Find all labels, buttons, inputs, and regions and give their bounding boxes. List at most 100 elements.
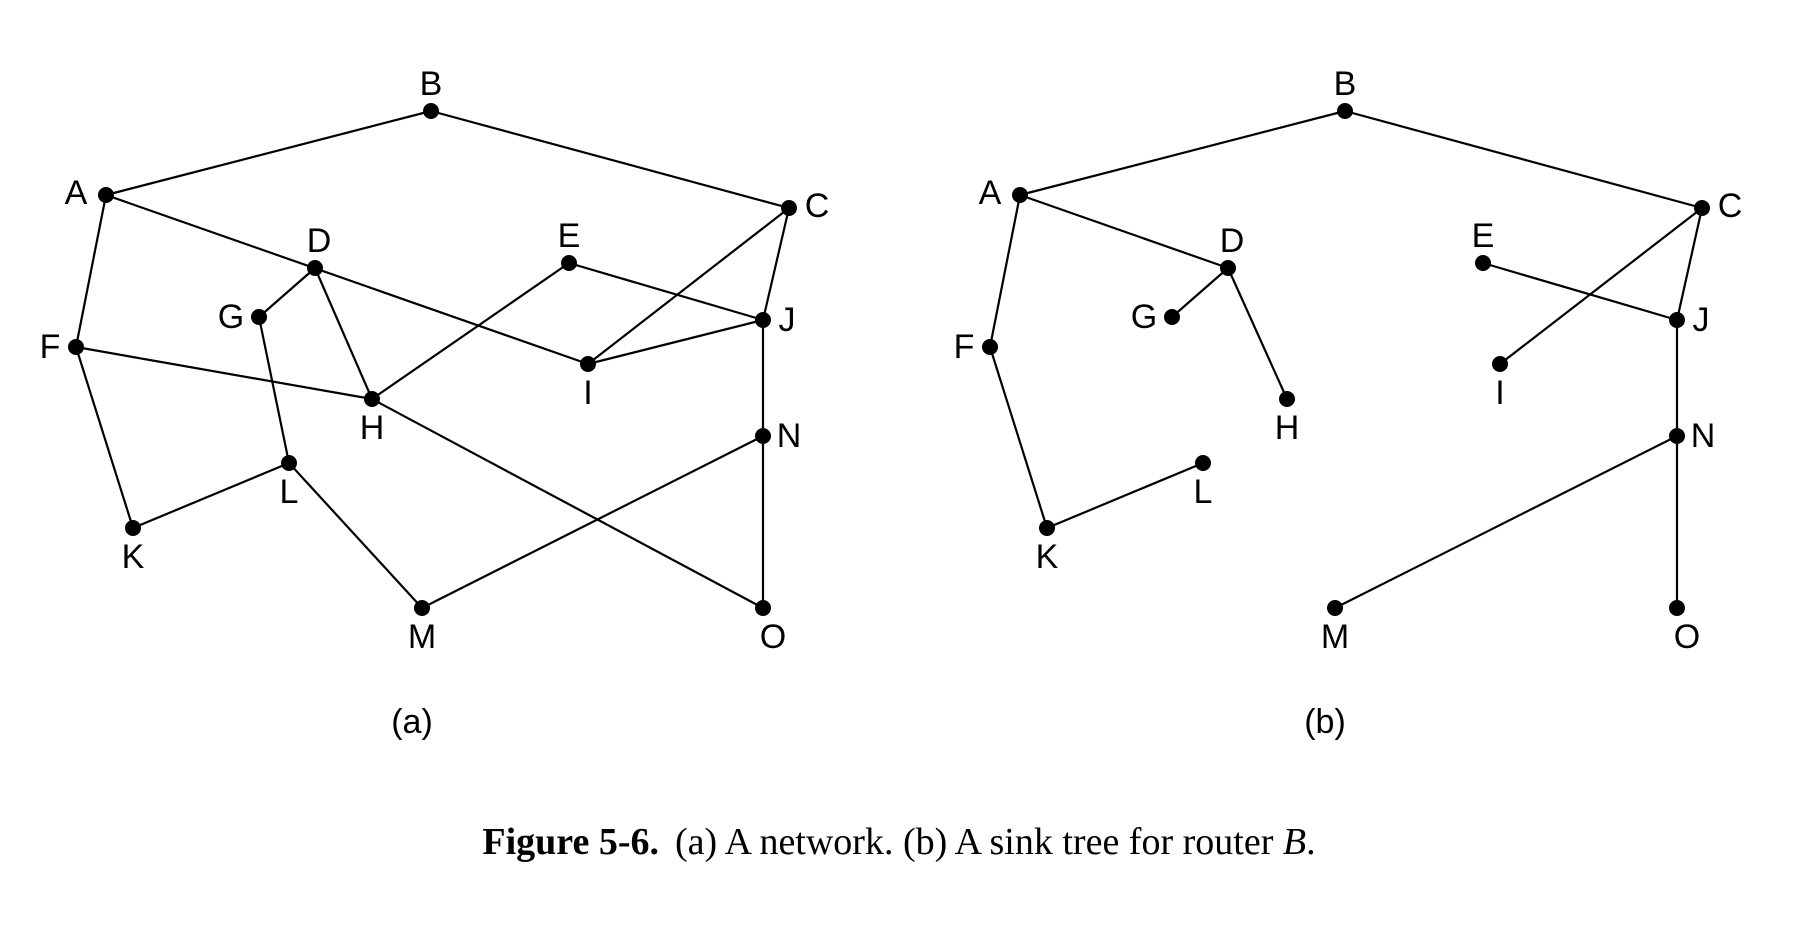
node-label-I: I bbox=[1495, 374, 1504, 412]
edge-K-L bbox=[1046, 461, 1204, 530]
node-label-E: E bbox=[1472, 217, 1495, 255]
panel-a-nodes: A B C D E F G H I J K L M N O bbox=[40, 65, 830, 656]
panel-a-label: (a) bbox=[391, 703, 433, 741]
edge-I-J bbox=[587, 318, 764, 366]
node-label-D: D bbox=[1220, 222, 1245, 260]
node-G bbox=[251, 309, 267, 325]
node-label-N: N bbox=[777, 417, 802, 455]
node-N bbox=[755, 428, 771, 444]
edge-F-K bbox=[988, 346, 1049, 529]
edge-B-C bbox=[430, 109, 790, 210]
node-label-A: A bbox=[65, 174, 88, 212]
edge-D-H bbox=[313, 267, 374, 400]
node-label-B: B bbox=[1334, 65, 1357, 103]
node-K bbox=[1039, 520, 1055, 536]
edge-F-K bbox=[74, 346, 135, 529]
node-L bbox=[1195, 455, 1211, 471]
edge-B-A bbox=[1019, 109, 1346, 197]
edge-E-J bbox=[1482, 261, 1678, 322]
edge-D-H bbox=[1226, 267, 1289, 400]
edge-H-E bbox=[371, 262, 570, 400]
node-D bbox=[307, 260, 323, 276]
edge-A-I bbox=[105, 193, 589, 366]
edge-G-D bbox=[258, 267, 316, 318]
node-label-D: D bbox=[307, 222, 332, 260]
node-F bbox=[68, 339, 84, 355]
node-label-L: L bbox=[280, 473, 299, 511]
node-label-K: K bbox=[122, 538, 145, 576]
panel-a-network: A B C D E F G H I J K L M N O (a) bbox=[40, 65, 830, 741]
node-C bbox=[781, 200, 797, 216]
node-label-L: L bbox=[1194, 473, 1213, 511]
node-A bbox=[98, 187, 114, 203]
edge-B-A bbox=[105, 109, 432, 197]
edge-H-O bbox=[371, 398, 764, 609]
node-label-C: C bbox=[1718, 187, 1743, 225]
caption-router-name: B bbox=[1282, 821, 1307, 863]
node-G bbox=[1164, 309, 1180, 325]
panel-a-edges bbox=[74, 109, 791, 609]
node-label-M: M bbox=[1321, 618, 1349, 656]
edge-C-J bbox=[1675, 207, 1704, 321]
edge-E-J bbox=[568, 261, 764, 322]
node-label-J: J bbox=[779, 301, 796, 339]
node-J bbox=[1669, 312, 1685, 328]
node-label-O: O bbox=[1674, 618, 1700, 656]
panel-b-sink-tree: A B C D E F G H I J K L M N O (b) bbox=[954, 65, 1743, 741]
node-I bbox=[580, 356, 596, 372]
node-label-I: I bbox=[583, 374, 592, 412]
node-N bbox=[1669, 428, 1685, 444]
edge-A-D bbox=[1019, 193, 1229, 270]
node-label-O: O bbox=[760, 618, 786, 656]
panel-b-edges bbox=[988, 109, 1704, 609]
node-label-C: C bbox=[805, 187, 830, 225]
node-M bbox=[414, 600, 430, 616]
node-F bbox=[982, 339, 998, 355]
node-H bbox=[1279, 391, 1295, 407]
edge-A-F bbox=[988, 194, 1022, 348]
node-K bbox=[125, 520, 141, 536]
node-O bbox=[1669, 600, 1685, 616]
node-label-F: F bbox=[954, 328, 975, 366]
edge-F-H bbox=[75, 345, 373, 401]
node-label-G: G bbox=[1131, 298, 1157, 336]
node-D bbox=[1220, 260, 1236, 276]
node-label-K: K bbox=[1036, 538, 1059, 576]
node-E bbox=[1475, 255, 1491, 271]
caption-end: . bbox=[1306, 821, 1316, 863]
node-O bbox=[755, 600, 771, 616]
node-B bbox=[423, 103, 439, 119]
node-label-G: G bbox=[218, 298, 244, 336]
node-label-M: M bbox=[408, 618, 436, 656]
node-label-B: B bbox=[420, 65, 443, 103]
edge-L-G bbox=[257, 316, 291, 464]
node-label-N: N bbox=[1691, 417, 1716, 455]
edge-C-J bbox=[761, 207, 791, 321]
node-E bbox=[561, 255, 577, 271]
edge-N-M bbox=[1334, 435, 1678, 609]
caption-figure-number: Figure 5-6. bbox=[482, 821, 660, 863]
node-C bbox=[1694, 200, 1710, 216]
node-label-H: H bbox=[1275, 409, 1300, 447]
node-label-F: F bbox=[40, 328, 61, 366]
node-label-J: J bbox=[1693, 301, 1710, 339]
node-label-H: H bbox=[360, 409, 385, 447]
edge-D-G bbox=[1171, 267, 1229, 318]
edge-B-C bbox=[1344, 109, 1703, 210]
edge-C-I bbox=[587, 207, 790, 365]
edge-L-M bbox=[288, 462, 423, 609]
caption-text: (a) A network. (b) A sink tree for route… bbox=[675, 821, 1283, 863]
node-label-E: E bbox=[558, 217, 581, 255]
node-H bbox=[364, 391, 380, 407]
node-J bbox=[755, 312, 771, 328]
node-A bbox=[1012, 187, 1028, 203]
figure-caption: Figure 5-6. (a) A network. (b) A sink tre… bbox=[0, 820, 1798, 864]
panel-b-label: (b) bbox=[1304, 703, 1346, 741]
edge-N-M bbox=[421, 435, 764, 609]
node-M bbox=[1327, 600, 1343, 616]
panel-b-nodes: A B C D E F G H I J K L M N O bbox=[954, 65, 1743, 656]
node-I bbox=[1492, 356, 1508, 372]
edge-C-I bbox=[1499, 207, 1703, 365]
node-label-A: A bbox=[979, 174, 1002, 212]
